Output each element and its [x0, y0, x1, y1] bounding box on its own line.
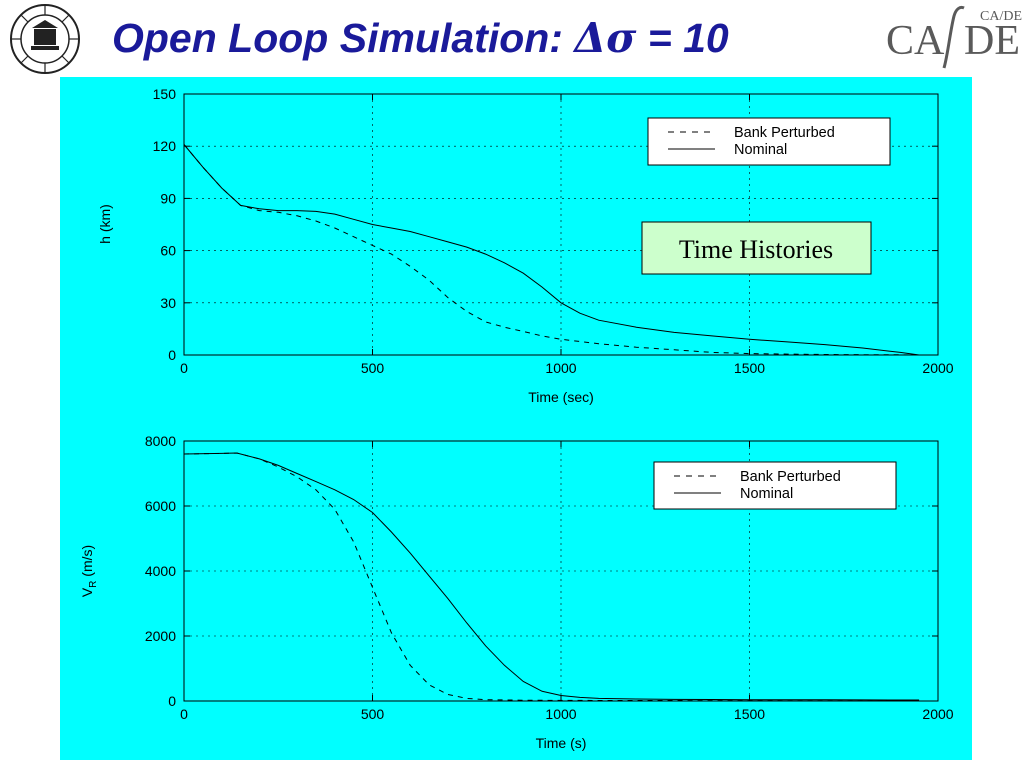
- cade-logo: CA DE CA/DE: [886, 5, 1022, 69]
- velocity-ylabel-sub: R: [88, 581, 99, 588]
- velocity-legend: Bank Perturbed Nominal: [653, 461, 897, 510]
- cade-logo-small: CA/DE: [980, 9, 1022, 24]
- altitude-xtick-label: 500: [361, 360, 385, 376]
- velocity-series-bank-perturbed: [183, 452, 920, 702]
- altitude-ylabel: h (km): [97, 204, 113, 244]
- title-delta: Δ: [574, 14, 607, 62]
- altitude-xlabel: Time (sec): [528, 389, 594, 405]
- altitude-series-nominal: [183, 144, 920, 356]
- velocity-xtick-label: 0: [180, 706, 188, 722]
- altitude-xtick-label: 1500: [734, 360, 765, 376]
- altitude-ytick-label: 120: [153, 138, 177, 154]
- title-sigma: σ: [606, 14, 637, 62]
- altitude-series-bank-perturbed: [183, 144, 920, 356]
- velocity-xlabel: Time (s): [536, 735, 587, 751]
- altitude-ytick-label: 30: [160, 295, 176, 311]
- altitude-xtick-label: 0: [180, 360, 188, 376]
- altitude-legend-perturbed: Bank Perturbed: [734, 125, 835, 141]
- plot-panel: 0 500 1000 1500 2000 0 30 60 90 120 150 Time (sec)…: [60, 77, 972, 760]
- velocity-ytick-label: 8000: [145, 433, 176, 449]
- altitude-ytick-label: 90: [160, 190, 176, 206]
- title-suffix: = 10: [636, 15, 729, 61]
- velocity-xtick-label: 2000: [922, 706, 953, 722]
- velocity-legend-perturbed: Bank Perturbed: [740, 469, 841, 485]
- altitude-ytick-label: 150: [153, 86, 177, 102]
- time-histories-annotation: Time Histories: [641, 221, 872, 275]
- velocity-xtick-label: 500: [361, 706, 385, 722]
- altitude-legend: Bank Perturbed Nominal: [647, 117, 891, 166]
- annotation-text: Time Histories: [679, 235, 833, 264]
- altitude-ytick-label: 0: [168, 347, 176, 363]
- iit-bombay-logo: [10, 4, 80, 74]
- cade-logo-de: DE: [964, 18, 1020, 64]
- altitude-legend-nominal: Nominal: [734, 142, 787, 158]
- altitude-xtick-label: 1000: [545, 360, 576, 376]
- altitude-xtick-label: 2000: [922, 360, 953, 376]
- velocity-xtick-label: 1500: [734, 706, 765, 722]
- velocity-ylabel: VR (m/s): [79, 545, 99, 597]
- cade-logo-ca: CA: [886, 18, 945, 64]
- velocity-ytick-label: 2000: [145, 628, 176, 644]
- velocity-ytick-label: 0: [168, 693, 176, 709]
- velocity-series-nominal: [183, 452, 920, 701]
- altitude-chart: 0 500 1000 1500 2000 0 30 60 90 120 150 Time (sec)…: [97, 86, 954, 405]
- title-prefix: Open Loop Simulation:: [112, 15, 575, 61]
- svg-text:VR (m/s): VR (m/s): [79, 545, 99, 597]
- velocity-ytick-label: 6000: [145, 498, 176, 514]
- altitude-ytick-label: 60: [160, 243, 176, 259]
- velocity-chart: 0 500 1000 1500 2000 0 2000 4000 6000 8000 Time (…: [79, 433, 954, 751]
- velocity-ylabel-unit: (m/s): [79, 545, 95, 581]
- velocity-xtick-label: 1000: [545, 706, 576, 722]
- velocity-ylabel-main: V: [79, 587, 95, 597]
- plots-svg: 0 500 1000 1500 2000 0 30 60 90 120 150 Time (sec)…: [79, 86, 954, 751]
- slide-title: Open Loop Simulation: Δσ = 10: [112, 14, 729, 63]
- velocity-ytick-label: 4000: [145, 563, 176, 579]
- velocity-legend-nominal: Nominal: [740, 486, 793, 502]
